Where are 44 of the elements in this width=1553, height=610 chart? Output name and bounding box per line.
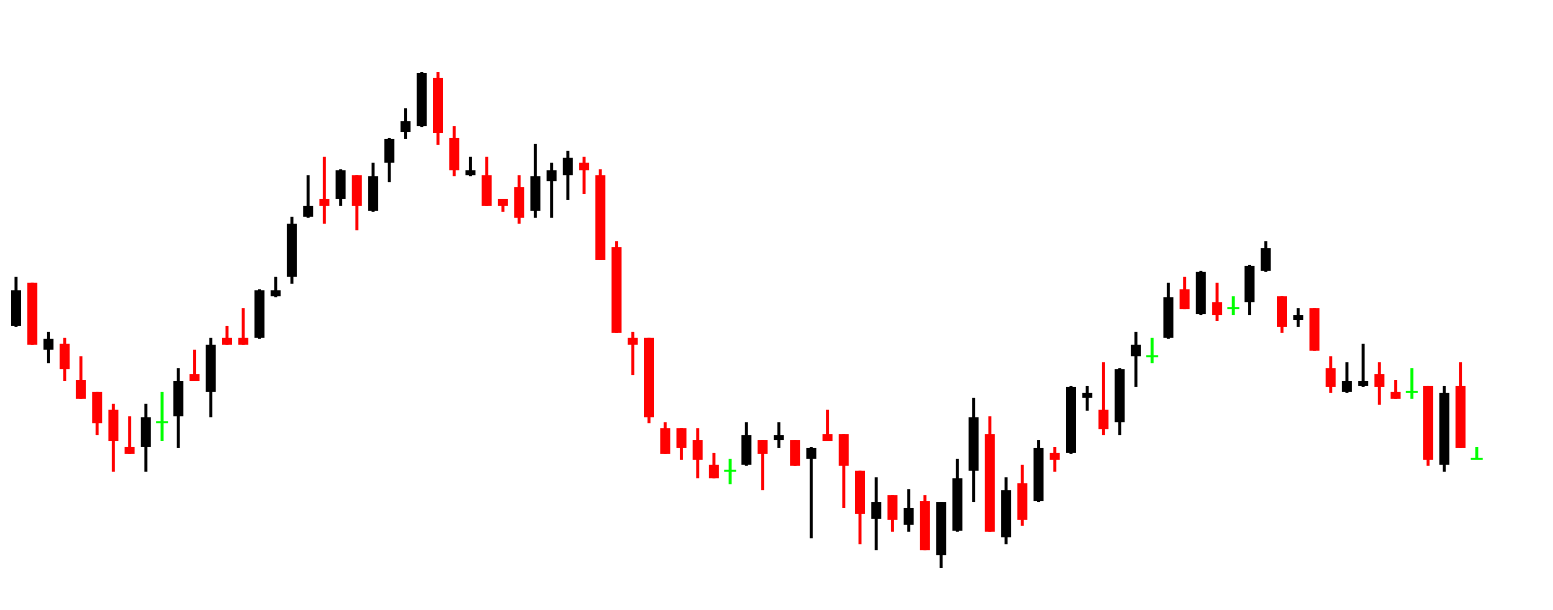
candlestick [270, 275, 281, 299]
candlestick [1049, 446, 1060, 472]
candlestick [222, 324, 232, 345]
candlestick [806, 446, 817, 540]
candlestick [627, 330, 638, 377]
candlestick [1325, 356, 1336, 393]
candlestick [871, 477, 882, 552]
candlestick [75, 356, 86, 399]
candlestick [189, 348, 200, 382]
candlestick [1405, 368, 1418, 399]
candlestick [319, 155, 330, 224]
candlestick [903, 489, 914, 532]
candlestick [724, 457, 737, 486]
candlestick [1146, 336, 1159, 365]
candlestick [124, 416, 135, 454]
candlestick [822, 408, 833, 442]
candlestick [1470, 446, 1483, 460]
candlestick [1130, 330, 1141, 387]
candlestick [708, 451, 719, 480]
candlestick [676, 428, 687, 460]
candlestick [773, 422, 784, 448]
candlestick [1227, 296, 1240, 317]
candlestick [1358, 342, 1369, 387]
candlestick [562, 149, 573, 200]
candlestick [1341, 362, 1352, 393]
candlestick [1293, 308, 1304, 327]
candlestick [579, 155, 590, 195]
candlestick [546, 161, 557, 218]
candlestick [1082, 384, 1093, 411]
candlestick [1212, 281, 1223, 321]
candlestick [1179, 275, 1190, 311]
candlestick [692, 428, 703, 480]
candlestick [400, 108, 411, 139]
candlestick [1260, 241, 1271, 272]
candlestick [465, 155, 476, 178]
candlestick [384, 136, 395, 184]
candlestick [1374, 362, 1385, 405]
candlestick [757, 440, 768, 492]
candlestick [43, 330, 54, 365]
candlestick [1390, 380, 1401, 399]
candlestick [156, 390, 169, 442]
candlestick [238, 308, 249, 345]
candlestick [1098, 362, 1109, 437]
candlestick [303, 175, 314, 218]
